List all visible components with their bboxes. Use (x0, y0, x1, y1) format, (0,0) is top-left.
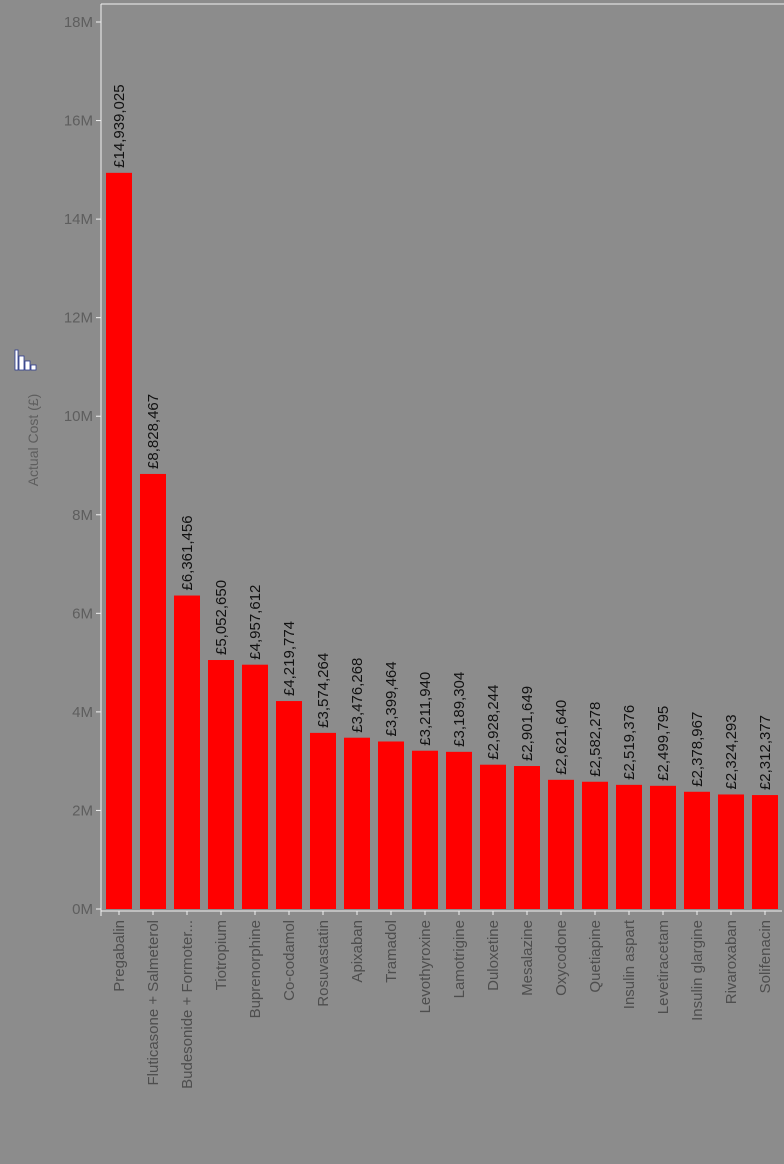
x-tick-label: Fluticasone + Salmeterol (145, 920, 162, 1086)
bar[interactable] (514, 766, 540, 909)
y-tick-label: 0M (72, 901, 93, 918)
bar-value-label: £2,499,795 (655, 706, 672, 781)
bar[interactable] (174, 595, 200, 909)
bar[interactable] (548, 779, 574, 909)
bar[interactable] (650, 785, 676, 909)
bar[interactable] (208, 660, 234, 909)
x-tick-label: Rosuvastatin (315, 920, 332, 1007)
bar[interactable] (412, 750, 438, 909)
bar-chart-icon[interactable] (14, 349, 37, 371)
bar-value-label: £2,582,278 (587, 702, 604, 777)
bar-value-label: £4,219,774 (281, 621, 298, 696)
x-tick-label: Co-codamol (281, 920, 298, 1001)
y-tick-label: 2M (72, 802, 93, 819)
y-axis-title: Actual Cost (£) (25, 394, 41, 487)
x-tick-label: Tramadol (383, 920, 400, 983)
x-axis: Pregabalin Fluticasone + Salmeterol Budeso… (101, 910, 782, 1089)
y-tick-label: 16M (64, 113, 93, 130)
bar-value-label: £3,574,264 (315, 653, 332, 728)
bar-value-label: £6,361,456 (179, 515, 196, 590)
y-tick-label: 14M (64, 211, 93, 228)
x-tick-label: Rivaroxaban (723, 920, 740, 1004)
bar-value-label: £2,928,244 (485, 685, 502, 760)
x-tick-label: Levothyroxine (417, 920, 434, 1013)
x-tick-label: Oxycodone (553, 920, 570, 996)
value-labels: £14,939,025 £8,828,467 £6,361,456 £5,052,65… (111, 84, 774, 790)
x-tick-label: Insulin aspart (621, 919, 638, 1009)
bar[interactable] (684, 791, 710, 909)
x-tick-label: Quetiapine (587, 920, 604, 993)
bar[interactable] (718, 794, 744, 909)
bar[interactable] (752, 795, 778, 909)
bar-series (106, 172, 778, 910)
bar-value-label: £3,189,304 (451, 672, 468, 747)
x-tick-label: Lamotrigine (451, 920, 468, 998)
bar[interactable] (140, 473, 166, 909)
bar[interactable] (106, 172, 132, 910)
bar-value-label: £2,621,640 (553, 700, 570, 775)
bar-value-label: £3,476,268 (349, 658, 366, 733)
x-tick-label: Apixaban (349, 920, 366, 983)
y-tick-label: 10M (64, 408, 93, 425)
x-tick-label: Mesalazine (519, 920, 536, 996)
bar-value-label: £3,399,464 (383, 661, 400, 736)
bar[interactable] (310, 732, 336, 909)
bar[interactable] (378, 741, 404, 909)
bar-value-label: £14,939,025 (111, 84, 128, 167)
x-tick-label: Buprenorphine (247, 920, 264, 1018)
x-tick-label: Solifenacin (757, 920, 774, 993)
bar-value-label: £2,519,376 (621, 705, 638, 780)
y-tick-label: 18M (64, 14, 93, 31)
bar-value-label: £8,828,467 (145, 394, 162, 469)
y-tick-label: 4M (72, 704, 93, 721)
bar[interactable] (446, 751, 472, 909)
bar[interactable] (276, 701, 302, 909)
y-tick-label: 12M (64, 310, 93, 327)
bar[interactable] (582, 781, 608, 909)
bar[interactable] (480, 764, 506, 909)
bar-value-label: £5,052,650 (213, 580, 230, 655)
x-tick-label: Levetiracetam (655, 920, 672, 1014)
bar-value-label: £2,312,377 (757, 715, 774, 790)
y-tick-label: 8M (72, 507, 93, 524)
bar-value-label: £4,957,612 (247, 585, 264, 660)
x-tick-label: Pregabalin (111, 920, 128, 992)
x-tick-label: Duloxetine (485, 920, 502, 991)
bar[interactable] (616, 784, 642, 909)
bar[interactable] (344, 737, 370, 909)
y-tick-label: 6M (72, 605, 93, 622)
bar[interactable] (242, 664, 268, 909)
bar-value-label: £2,324,293 (723, 714, 740, 789)
x-tick-label: Budesonide + Formoter... (179, 920, 196, 1089)
bar-value-label: £2,901,649 (519, 686, 536, 761)
y-axis: 0M 2M 4M 6M 8M 10M 12M 14M 16M 18M (64, 3, 784, 918)
x-tick-label: Tiotropium (213, 920, 230, 990)
x-tick-label: Insulin glargine (689, 920, 706, 1021)
bar-value-label: £3,211,940 (417, 672, 434, 746)
bar-value-label: £2,378,967 (689, 712, 706, 787)
